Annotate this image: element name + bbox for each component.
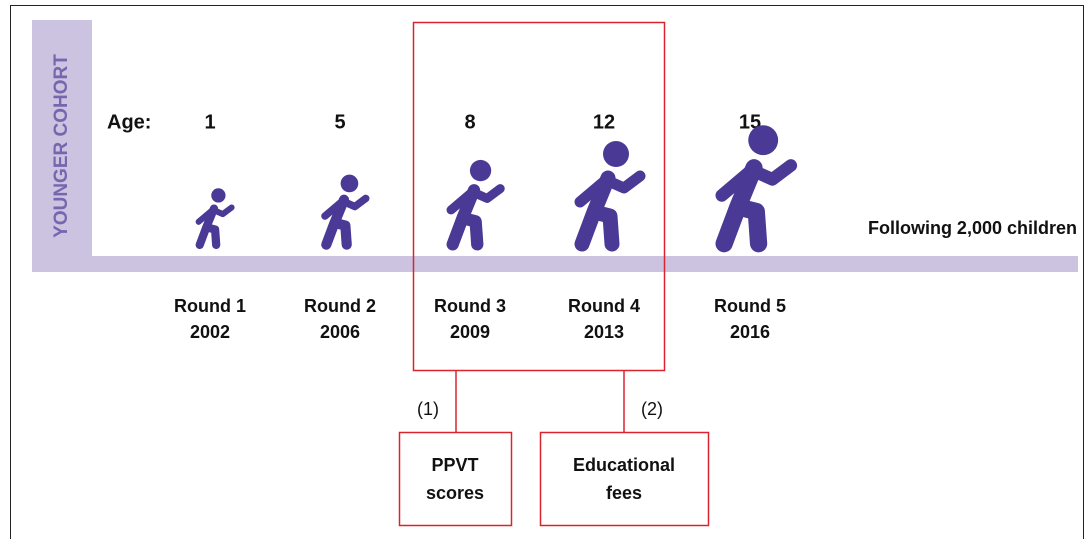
figure-head: [340, 174, 359, 193]
figure-body: [195, 204, 221, 250]
child-figure: [446, 159, 505, 251]
figure-body: [715, 159, 768, 253]
figure-head: [603, 141, 629, 167]
child-figure: [715, 125, 798, 253]
callout-text: scores: [426, 483, 484, 503]
figure-body: [446, 184, 484, 251]
figure-head: [469, 159, 492, 182]
timeline-bar: [32, 256, 1078, 272]
age-value: 1: [204, 111, 215, 133]
callout-marker: (1): [417, 399, 439, 419]
child-figure: [574, 141, 646, 252]
child-figure: [195, 188, 235, 250]
figure-arms: [321, 194, 370, 220]
figure-arms: [195, 204, 235, 225]
figure-arms: [574, 170, 646, 208]
child-figure: [321, 174, 370, 250]
figure-arms: [446, 184, 505, 215]
round-label: Round 1: [174, 296, 246, 316]
callout-box: [398, 431, 513, 527]
callout-text: fees: [606, 483, 642, 503]
age-value: 8: [464, 111, 475, 133]
figure-head: [211, 188, 226, 203]
figure-body: [574, 170, 620, 252]
round-label: Round 2: [304, 296, 376, 316]
round-year: 2013: [584, 322, 624, 342]
age-label: Age:: [107, 111, 151, 133]
round-label: Round 4: [568, 296, 640, 316]
callout-text: PPVT: [431, 455, 478, 475]
sample-note: Following 2,000 children: [868, 218, 1077, 238]
highlight-box: [412, 21, 666, 372]
round-year: 2002: [190, 322, 230, 342]
callout-marker: (2): [641, 399, 663, 419]
round-label: Round 3: [434, 296, 506, 316]
round-year: 2009: [450, 322, 490, 342]
age-value: 12: [593, 111, 615, 133]
callout-text: Educational: [573, 455, 675, 475]
frame: [10, 5, 1084, 539]
round-year: 2006: [320, 322, 360, 342]
figure-arms: [715, 159, 798, 202]
figure-body: [321, 194, 352, 250]
rounds: 1 Round 1 2002 5 Round 2 2006 8 Round 3 2009 12 Ro…: [174, 111, 798, 342]
cohort-bar: [32, 20, 92, 272]
round-year: 2016: [730, 322, 770, 342]
cohort-label: YOUNGER COHORT: [51, 54, 72, 238]
callout-box: [539, 431, 710, 527]
age-value: 5: [334, 111, 345, 133]
figure-head: [748, 125, 779, 156]
round-label: Round 5: [714, 296, 786, 316]
